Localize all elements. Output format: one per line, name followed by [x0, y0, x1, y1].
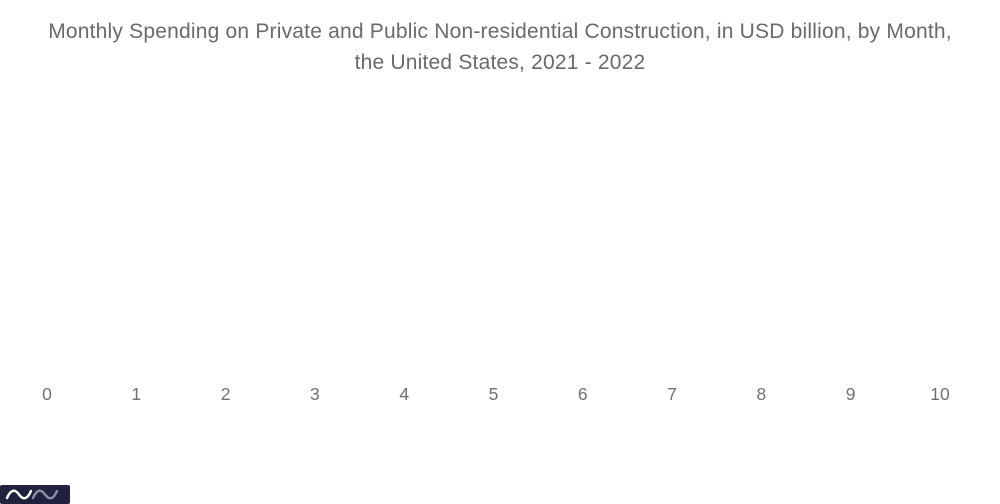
x-axis-tick-label: 2: [220, 384, 231, 404]
x-axis-tick-label: 8: [756, 384, 767, 404]
x-axis: 0 1 2 3 4 5 6 7 8 9 10: [32, 384, 955, 405]
x-axis-tick-label: 4: [399, 384, 410, 404]
x-axis-tick-label: 5: [488, 384, 499, 404]
x-axis-tick-label: 9: [845, 384, 856, 404]
plot-area: [32, 95, 955, 375]
x-axis-tick-label: 0: [42, 384, 52, 404]
x-axis-tick-label: 3: [310, 384, 320, 404]
x-axis-tick-label: 1: [131, 384, 142, 404]
x-axis-tick-label: 6: [577, 384, 588, 404]
x-axis-tick-label: 10: [930, 384, 950, 404]
chart-title: Monthly Spending on Private and Public N…: [48, 20, 952, 74]
amcharts-logo-icon: [0, 485, 70, 504]
x-axis-tick-label: 7: [667, 384, 677, 404]
amcharts-logo[interactable]: [0, 485, 70, 504]
